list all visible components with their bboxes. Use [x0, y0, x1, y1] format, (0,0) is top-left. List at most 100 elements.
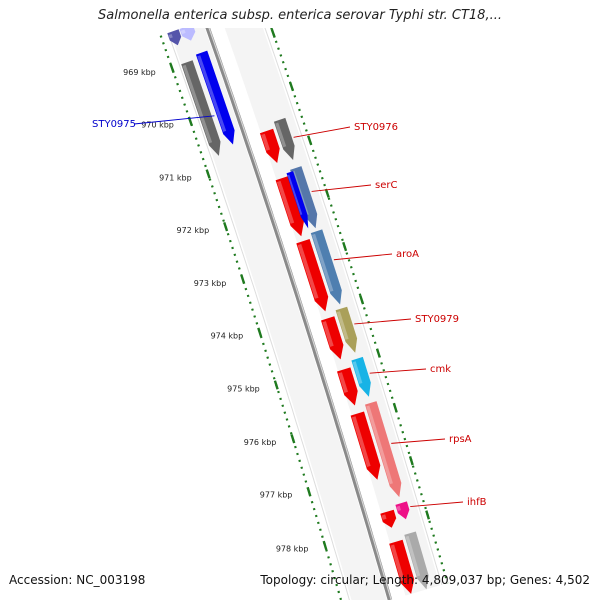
major-tick-mark: [288, 81, 295, 92]
tick-label: 975 kbp: [227, 384, 260, 393]
forward-gene-arrow-partial: [167, 29, 182, 46]
tick-label: 973 kbp: [194, 279, 227, 288]
forward-cog-arrow: [181, 60, 221, 156]
forward-gene-arrow-partial-shade: [168, 34, 173, 39]
forward-cog-arrow-shade: [182, 64, 213, 144]
gene-overlay-arrow-shade: [287, 174, 303, 215]
reverse-gene-arrow-shade: [261, 133, 270, 151]
reverse-gene-arrow: [275, 175, 304, 237]
major-tick-mark: [324, 188, 330, 198]
gene-label-STY0976: STY0976: [354, 122, 398, 133]
tick-label: 971 kbp: [159, 173, 192, 182]
tick-label: 969 kbp: [123, 68, 156, 77]
accession-text: Accession: NC_003198: [9, 573, 146, 587]
gene-label-serC: serC: [375, 180, 397, 191]
label-leader-line: [391, 438, 446, 444]
major-tick-mark: [306, 486, 312, 497]
major-tick-mark: [273, 380, 279, 390]
cog-track-arrow: [273, 117, 295, 160]
backbone-highlight: [208, 28, 392, 600]
major-tick-mark: [307, 135, 313, 145]
cog-track-arrow: [290, 166, 318, 229]
major-tick-mark: [342, 241, 348, 252]
gene-label-STY0975: STY0975: [92, 119, 136, 130]
major-tick-mark: [270, 28, 276, 38]
major-tick-mark: [290, 434, 296, 444]
reverse-gene-arrow: [259, 128, 280, 163]
cog-track-arrow: [365, 401, 402, 498]
cog-track-arrow-shade: [352, 361, 363, 384]
tick-label: 972 kbp: [177, 226, 210, 235]
ring-outline-inner: [264, 28, 443, 586]
tick-ruler-dots: [159, 35, 343, 600]
cog-track-arrow: [335, 306, 358, 353]
reverse-gene-arrow: [380, 509, 397, 528]
cog-track-arrow: [351, 356, 371, 397]
major-tick-mark: [359, 295, 365, 305]
forward-gene-arrow-partial-shade: [180, 29, 186, 35]
genome-summary-text: Topology: circular; Length: 4,809,037 bp…: [260, 573, 590, 587]
tick-ruler: 969 kbp 970 kbp 971 kbp 972 kbp 973 kbp 974 k…: [123, 28, 449, 600]
tick-label: 974 kbp: [211, 332, 244, 341]
reverse-gene-arrow-shade: [351, 416, 371, 467]
reverse-gene-arrow-shade: [297, 244, 319, 299]
cog-track-arrow-shade: [396, 505, 401, 511]
forward-gene-arrow-partial: [179, 28, 196, 41]
ring-outline-outer: [167, 32, 350, 600]
major-tick-mark: [322, 540, 328, 551]
reverse-gene-arrow-shade: [322, 321, 334, 347]
reverse-gene-arrow: [337, 367, 358, 406]
reverse-gene-arrow-shade: [381, 514, 387, 520]
reverse-track-band: [224, 28, 440, 596]
map-title: Salmonella enterica subsp. enterica sero…: [98, 8, 502, 23]
gene-label-aroA: aroA: [396, 249, 419, 260]
backbone-line: [205, 28, 393, 600]
cog-track-arrow: [404, 531, 429, 590]
major-tick-mark: [257, 327, 263, 337]
tick-label: 970 kbp: [141, 121, 174, 130]
cog-track-arrow-shade: [366, 405, 393, 485]
gene-features: [167, 28, 429, 594]
reverse-gene-arrow: [350, 411, 381, 480]
tick-label: 976 kbp: [244, 438, 277, 447]
cog-track-arrow-shade: [312, 233, 334, 292]
tick-ruler-dots: [270, 28, 449, 584]
major-tick-mark: [375, 348, 381, 358]
cog-track-arrow-shade: [336, 311, 349, 340]
label-leader-line: [410, 501, 464, 508]
forward-gene-arrow-shade: [197, 55, 227, 132]
reverse-gene-arrow-shade: [276, 180, 295, 224]
major-tick-mark: [169, 63, 175, 74]
gene-label-cmk: cmk: [430, 364, 451, 375]
reverse-gene-arrow: [321, 316, 344, 360]
cog-track-arrow: [310, 229, 342, 305]
label-leader-line: [333, 253, 393, 261]
gene-label-STY0979: STY0979: [415, 314, 459, 325]
cog-track-arrow-shade: [405, 535, 421, 577]
label-leader-line: [133, 115, 215, 125]
cog-track-arrow: [395, 501, 410, 520]
reverse-gene-arrow: [389, 539, 415, 594]
tick-label: 978 kbp: [276, 544, 309, 553]
gene-labels: STY0976 serC aroA STY0979 cmk rpsA ihfB STY0975: [92, 115, 487, 508]
major-tick-mark: [240, 274, 246, 285]
major-tick-mark: [205, 169, 211, 179]
major-tick-mark: [223, 222, 229, 232]
label-leader-line: [311, 184, 372, 192]
gene-label-ihfB: ihfB: [467, 497, 487, 508]
reverse-gene-arrow: [296, 239, 329, 312]
major-tick-mark: [392, 402, 398, 413]
gene-label-rpsA: rpsA: [449, 434, 472, 445]
genome-backbone: [205, 28, 393, 600]
reverse-gene-arrow-shade: [338, 372, 348, 393]
label-leader-line: [369, 368, 427, 374]
label-leader-line: [354, 318, 412, 325]
tick-label: 977 kbp: [260, 491, 293, 500]
label-leader-line: [293, 126, 351, 138]
major-tick-mark: [425, 510, 431, 520]
gene-overlay-arrow: [286, 171, 309, 229]
major-tick-mark: [408, 456, 414, 466]
cog-track-arrow-shade: [275, 122, 287, 148]
forward-gene-arrow: [195, 50, 235, 145]
